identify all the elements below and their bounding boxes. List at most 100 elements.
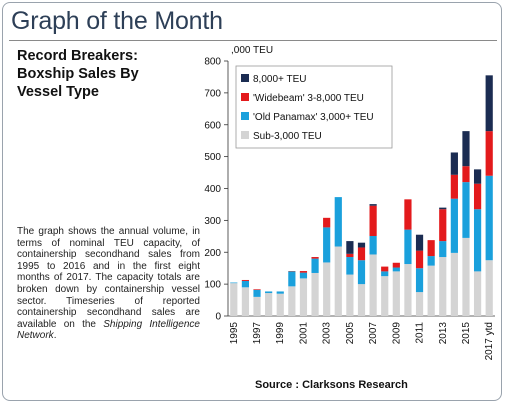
bar-segment-2017-ytd-series-2 (485, 131, 493, 176)
bar-segment-2016-series-0 (473, 271, 482, 316)
bar-segment-2000-series-1 (288, 272, 296, 287)
bar-segment-1998-series-1 (265, 291, 273, 294)
bar-segment-2001-series-0 (299, 278, 308, 316)
x-tick-label: 1995 (229, 322, 240, 345)
bar-segment-1999-series-1 (276, 291, 284, 294)
x-tick-label: 2009 (391, 322, 402, 345)
x-tick-label: 1997 (252, 322, 263, 345)
bar-segment-2016-series-2 (473, 183, 482, 210)
bar-segment-2004-series-0 (334, 246, 342, 316)
bar-segment-2014-series-3 (450, 152, 458, 175)
bar-segment-1997-series-2 (253, 289, 261, 290)
bar-segment-2013-series-2 (439, 209, 447, 242)
bar-segment-2002-series-0 (311, 272, 319, 316)
y-tick-label: 600 (204, 120, 221, 131)
bar-segment-1998-series-0 (265, 293, 273, 316)
bar-segment-2008-series-1 (381, 271, 389, 277)
bar-segment-2017-ytd-series-1 (485, 175, 493, 261)
bar-segment-2014-series-2 (450, 174, 458, 199)
bar-segment-2013-series-3 (439, 207, 447, 210)
legend-swatch (241, 93, 249, 101)
bar-segment-2014-series-1 (450, 198, 458, 253)
bar-segment-2000-series-0 (288, 286, 296, 316)
bar-segment-2016-series-1 (473, 209, 482, 272)
x-tick-label: 2003 (322, 322, 333, 345)
bar-segment-2004-series-1 (334, 197, 342, 247)
bar-segment-2013-series-1 (439, 241, 447, 258)
bar-segment-2009-series-0 (392, 271, 400, 316)
bar-segment-2000-series-3 (288, 271, 296, 273)
title-divider (9, 40, 497, 41)
legend-swatch (241, 74, 249, 82)
legend-label: 8,000+ TEU (253, 74, 306, 85)
y-tick-label: 300 (204, 216, 221, 227)
bar-segment-2017-ytd-series-3 (485, 75, 493, 132)
source-credit: Source : Clarksons Research (255, 379, 408, 391)
bar-segment-1996-series-1 (241, 280, 250, 288)
bar-segment-2006-series-1 (357, 260, 366, 285)
bar-segment-1997-series-0 (253, 296, 261, 316)
bar-segment-2017-ytd-series-0 (485, 260, 493, 316)
bar-segment-2008-series-0 (381, 276, 389, 316)
legend-label: 'Old Panamax' 3,000+ TEU (253, 112, 374, 123)
bar-segment-2003-series-0 (323, 262, 331, 316)
y-tick-label: 100 (204, 280, 221, 291)
page-title: Graph of the Month (11, 7, 223, 35)
y-tick-label: 400 (204, 184, 221, 195)
bar-segment-2001-series-1 (299, 272, 308, 279)
bar-segment-1996-series-0 (241, 287, 250, 316)
bar-segment-2008-series-2 (381, 266, 389, 272)
bar-segment-2010-series-1 (404, 229, 412, 265)
bar-segment-2015-series-1 (462, 182, 470, 238)
bar-segment-2015-series-2 (462, 166, 470, 183)
y-tick-label: 800 (204, 57, 221, 68)
bar-segment-2015-series-3 (462, 131, 470, 167)
bar-segment-2007-series-1 (369, 235, 377, 255)
bar-segment-2009-series-1 (392, 267, 400, 272)
description-end: . (53, 330, 57, 342)
bar-segment-2012-series-1 (427, 256, 435, 266)
bar-segment-1995-series-1 (230, 282, 238, 284)
y-tick-label: 200 (204, 248, 221, 259)
bar-segment-2005-series-3 (346, 241, 354, 254)
bar-segment-1995-series-0 (230, 283, 238, 316)
bar-segment-2012-series-2 (427, 240, 435, 257)
bar-segment-2006-series-0 (357, 284, 366, 316)
legend-label: Sub-3,000 TEU (253, 131, 322, 142)
bar-segment-2005-series-0 (346, 274, 354, 316)
bar-segment-2007-series-0 (369, 254, 377, 316)
bar-segment-2007-series-3 (369, 204, 377, 206)
bar-segment-2005-series-2 (346, 253, 354, 258)
x-tick-label: 2005 (345, 322, 356, 345)
bar-segment-2016-series-3 (473, 169, 482, 184)
bar-segment-1996-series-2 (241, 279, 250, 281)
bar-segment-2006-series-3 (357, 242, 366, 248)
x-tick-label: 2015 (461, 322, 472, 345)
bar-segment-2012-series-0 (427, 265, 435, 316)
legend-box (235, 65, 393, 149)
chart-subtitle: Record Breakers: Boxship Sales By Vessel… (17, 48, 139, 100)
bar-segment-2002-series-2 (311, 257, 319, 259)
x-tick-label: 1999 (275, 322, 286, 345)
bar-segment-2011-series-0 (415, 292, 424, 316)
bar-segment-2005-series-1 (346, 257, 354, 275)
bar-segment-2001-series-2 (299, 271, 308, 273)
description-text: The graph shows the annual volume, in te… (17, 226, 200, 330)
bar-segment-2010-series-2 (404, 199, 412, 230)
bar-segment-2010-series-0 (404, 264, 412, 316)
x-tick-label: 2017 ytd (484, 322, 495, 360)
x-tick-label: 2001 (298, 322, 309, 345)
legend-swatch (241, 112, 249, 120)
description-network-name: Shipping Intelligence Network (17, 318, 200, 342)
bar-segment-2011-series-3 (415, 234, 424, 251)
bar-segment-2014-series-0 (450, 252, 458, 316)
legend-swatch (241, 131, 249, 139)
y-tick-label: 700 (204, 88, 221, 99)
bar-segment-2011-series-1 (415, 268, 424, 293)
bar-segment-2006-series-2 (357, 247, 366, 261)
x-tick-label: 2011 (415, 322, 426, 344)
bar-segment-2011-series-2 (415, 250, 424, 269)
bar-segment-2003-series-1 (323, 227, 331, 263)
bar-segment-2009-series-2 (392, 262, 400, 268)
